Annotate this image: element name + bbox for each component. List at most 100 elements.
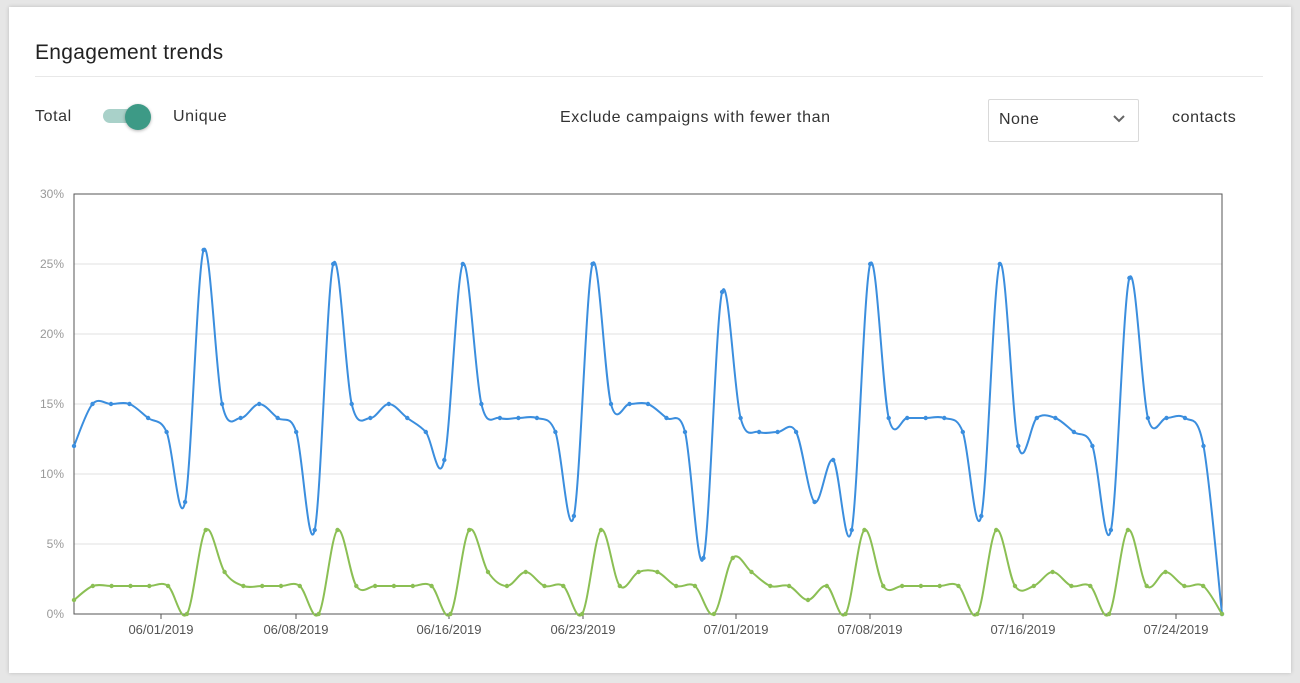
series-2-line [73,528,1223,617]
series-2-point [128,583,133,589]
series-1-point [868,261,873,267]
series-2-point [956,583,961,589]
x-tick-label: 07/01/2019 [703,622,768,637]
x-tick-label: 06/16/2019 [416,622,481,637]
y-tick-label: 30% [40,187,64,201]
series-1-point [756,429,762,435]
toggle-total-label: Total [35,108,72,125]
series-1-point [719,289,725,295]
series-1-point [793,429,799,435]
series-1-point [905,415,910,421]
series-1-point [534,415,540,421]
series-1-point [516,415,521,421]
plot-area-frame [73,193,1223,615]
series-2-point [805,597,811,603]
series-2-point [918,583,924,589]
x-tick-label: 06/08/2019 [263,622,328,637]
engagement-line-chart: 0% 5% 10% 15% 20% 25% 30% 06/01/2019 06/08/2019 0… [40,187,1225,637]
toggle-knob [125,104,151,130]
series-1-point [1053,415,1058,421]
x-tick-label: 07/08/2019 [837,622,902,637]
series-2-point [429,583,434,589]
series-2-point [1106,611,1112,617]
series-2-point [994,527,999,533]
series-2-point [862,527,867,533]
series-1-point [497,415,503,421]
series-1-point [1145,415,1151,421]
series-1-point [312,527,317,533]
x-tick-label: 07/16/2019 [990,622,1055,637]
series-2-point [692,583,698,589]
series-1-point [923,415,928,421]
series-1-point [201,247,206,253]
series-2-point [899,583,905,589]
series-1-point [664,415,669,421]
series-2-point [504,583,510,589]
y-tick-label: 15% [40,397,64,411]
title-divider [35,76,1263,77]
series-1-point [423,429,428,435]
series-1-point [294,429,299,435]
series-1-point [1071,429,1077,435]
series-1-point [1034,415,1040,421]
series-2-point [184,611,190,617]
contacts-label: contacts [1172,109,1237,126]
series-2-point [297,583,302,589]
series-2-point [598,527,604,533]
series-2-point [485,569,491,575]
series-2-point [147,583,152,589]
series-1-point [331,261,336,267]
series-1-point [257,401,262,407]
series-1-point [942,415,947,421]
series-1-point [108,401,114,407]
series-2-point [1050,569,1055,575]
series-2-point [1125,527,1131,533]
series-1-point [571,513,577,519]
series-1-point [460,261,465,267]
series-1-point [1127,275,1132,281]
series-1-point [238,415,243,421]
series-2-point [71,597,77,603]
x-tick-label: 06/01/2019 [128,622,193,637]
series-2-point [1012,583,1018,589]
min-contacts-select[interactable]: None [988,99,1139,142]
series-2-point [1144,583,1149,589]
exclude-label: Exclude campaigns with fewer than [560,109,831,126]
y-tick-label: 10% [40,467,64,481]
series-2-point [1088,583,1093,589]
series-1-point [886,415,891,421]
series-2-point [1069,583,1074,589]
series-2-point [730,555,735,561]
series-1-point [590,261,595,267]
series-1-point [442,457,447,463]
series-2-point [354,583,359,589]
series-2-point [561,583,566,589]
series-2-point [90,583,96,589]
card-title: Engagement trends [35,41,224,64]
series-2-point [655,569,660,575]
series-1-point [812,499,817,505]
series-1-point [405,415,410,421]
series-2-point [937,583,942,589]
series-2-point [448,611,453,617]
series-2-point [372,583,378,589]
chevron-down-icon [1113,115,1125,123]
series-1-point [1201,443,1206,449]
series-1-point [1164,415,1169,421]
series-1-point [219,401,225,407]
series-1-point [1090,443,1095,449]
y-tick-label: 5% [47,537,65,551]
series-1-point [1182,415,1188,421]
series-1-point [182,499,188,505]
engagement-trends-card: Engagement trends Total Unique Exclude c… [9,7,1291,673]
series-1-point [90,401,95,407]
series-1-point [701,555,706,561]
series-1-point [682,429,688,435]
series-1-point [127,401,132,407]
total-unique-toggle[interactable] [103,104,155,130]
series-2-point [881,583,886,589]
y-tick-label: 20% [40,327,64,341]
series-1-point [849,527,854,533]
series-2-point [1163,569,1168,575]
series-2-point [410,583,415,589]
